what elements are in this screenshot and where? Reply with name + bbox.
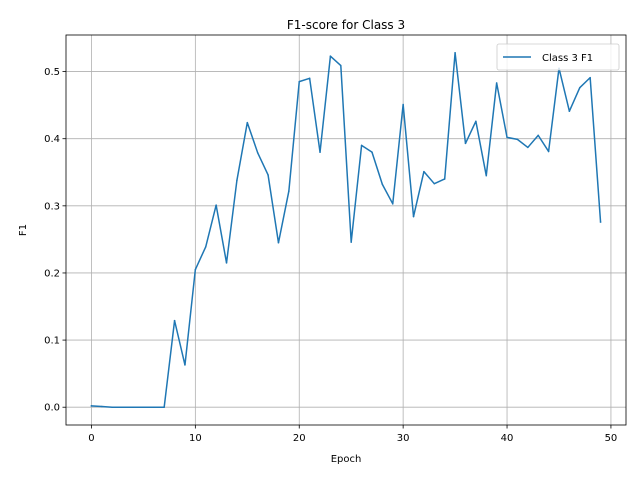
x-axis-label: Epoch: [331, 454, 362, 465]
data-point: [579, 86, 581, 89]
y-tick-label: 0.0: [44, 403, 60, 414]
data-point: [412, 215, 415, 218]
data-point: [360, 144, 363, 147]
data-point: [589, 76, 591, 79]
y-tick-label: 0.3: [44, 201, 60, 212]
data-point: [204, 246, 207, 248]
data-point: [288, 190, 290, 192]
data-point: [516, 138, 519, 141]
data-point: [132, 406, 134, 408]
x-tick-label: 0: [88, 433, 94, 444]
data-point: [485, 174, 488, 177]
x-tick-label: 20: [293, 433, 306, 444]
data-point: [381, 183, 384, 186]
data-point: [402, 103, 404, 106]
data-point: [547, 150, 550, 153]
data-point: [599, 221, 602, 223]
data-point: [329, 55, 332, 57]
data-point: [256, 152, 259, 154]
legend-label: Class 3 F1: [542, 53, 593, 64]
data-point: [215, 204, 217, 206]
data-point: [225, 262, 228, 264]
x-tick-label: 50: [605, 433, 618, 444]
data-point: [121, 406, 124, 408]
y-tick-label: 0.2: [44, 268, 60, 279]
data-point: [392, 203, 394, 205]
y-tick-label: 0.1: [44, 336, 60, 347]
y-axis-label: F1: [18, 224, 29, 236]
y-tick-label: 0.4: [44, 134, 60, 145]
ticks: 0 10 20 30 40 50 0.0 0.1 0.2 0.3 0.4 0.5: [44, 67, 617, 444]
data-point: [319, 151, 321, 153]
data-point: [527, 146, 529, 149]
chart-title: F1-score for Class 3: [287, 18, 405, 32]
data-point: [153, 406, 155, 408]
data-point: [308, 77, 311, 80]
data-point: [163, 406, 165, 408]
data-point: [568, 110, 571, 112]
data-point: [423, 170, 425, 173]
series-layer: [90, 52, 602, 408]
data-point: [464, 142, 467, 145]
data-point: [475, 120, 477, 123]
data-point: [142, 406, 145, 408]
data-point: [454, 52, 456, 54]
data-point: [101, 405, 103, 408]
data-point: [433, 182, 436, 185]
data-point: [506, 136, 508, 139]
plot-frame: [65, 34, 627, 426]
legend-box: [496, 43, 620, 71]
data-point: [443, 178, 446, 180]
data-point: [495, 82, 498, 84]
data-point: [246, 121, 249, 124]
data-point: [111, 406, 113, 408]
series-line-class-3-f1: [90, 52, 602, 408]
data-point: [350, 241, 352, 243]
data-point: [371, 151, 373, 153]
data-point: [90, 405, 93, 407]
data-point: [298, 80, 300, 83]
x-tick-label: 40: [501, 433, 514, 444]
data-point: [277, 242, 280, 244]
data-point: [173, 319, 176, 322]
data-point: [267, 174, 269, 176]
data-point: [340, 64, 342, 67]
x-tick-label: 10: [189, 433, 202, 444]
legend: Class 3 F1: [496, 43, 620, 71]
x-tick-label: 30: [397, 433, 410, 444]
data-point: [236, 179, 238, 182]
y-tick-label: 0.5: [44, 67, 60, 78]
data-point: [194, 268, 197, 271]
data-point: [184, 364, 186, 366]
data-point: [537, 134, 539, 137]
